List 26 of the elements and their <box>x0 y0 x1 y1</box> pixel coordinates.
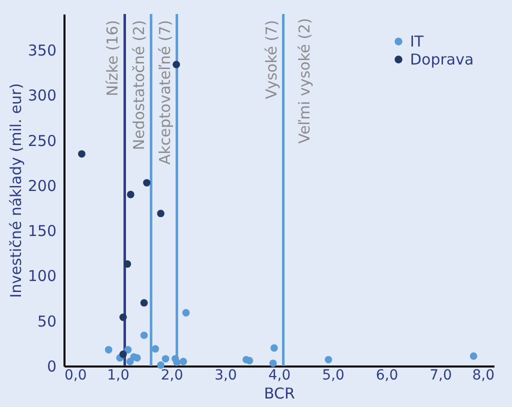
legend-label: Doprava <box>410 50 474 68</box>
y-tick-label: 0 <box>46 358 56 376</box>
x-tick-label: 8,0 <box>472 368 494 384</box>
ref-line-label: Nízke (16) <box>104 20 122 96</box>
x-tick-label: 6,0 <box>376 368 398 384</box>
ref-line-label: Vysoké (7) <box>262 20 280 100</box>
legend-label: IT <box>410 32 424 50</box>
annotation: Veľmi vysoké (2) <box>295 18 314 144</box>
ref-line-label: Nedostatočné (2) <box>130 20 148 150</box>
x-tick-label: 2,0 <box>160 368 184 384</box>
y-tick-label: 250 <box>28 132 56 150</box>
x-tick-label: 1,0 <box>107 368 130 384</box>
y-tick-label: 100 <box>28 267 56 286</box>
y-axis-title: Investičné náklady (mil. eur) <box>6 83 25 298</box>
y-tick-label: 350 <box>28 42 56 60</box>
x-tick-label: 0,0 <box>64 368 87 384</box>
y-tick-label: 200 <box>28 176 56 195</box>
y-tick-label: 300 <box>28 86 56 105</box>
x-tick-label: 3,0 <box>214 368 237 384</box>
ref-line-label: Akceptovateľné (7) <box>156 20 174 165</box>
x-axis-title: BCR <box>264 384 295 402</box>
x-tick-label: 4,0 <box>268 368 291 384</box>
y-tick-label: 150 <box>28 222 56 240</box>
y-tick-label: 50 <box>37 312 56 330</box>
x-tick-label: 7,0 <box>430 368 452 384</box>
x-tick-label: 5,0 <box>322 368 344 384</box>
